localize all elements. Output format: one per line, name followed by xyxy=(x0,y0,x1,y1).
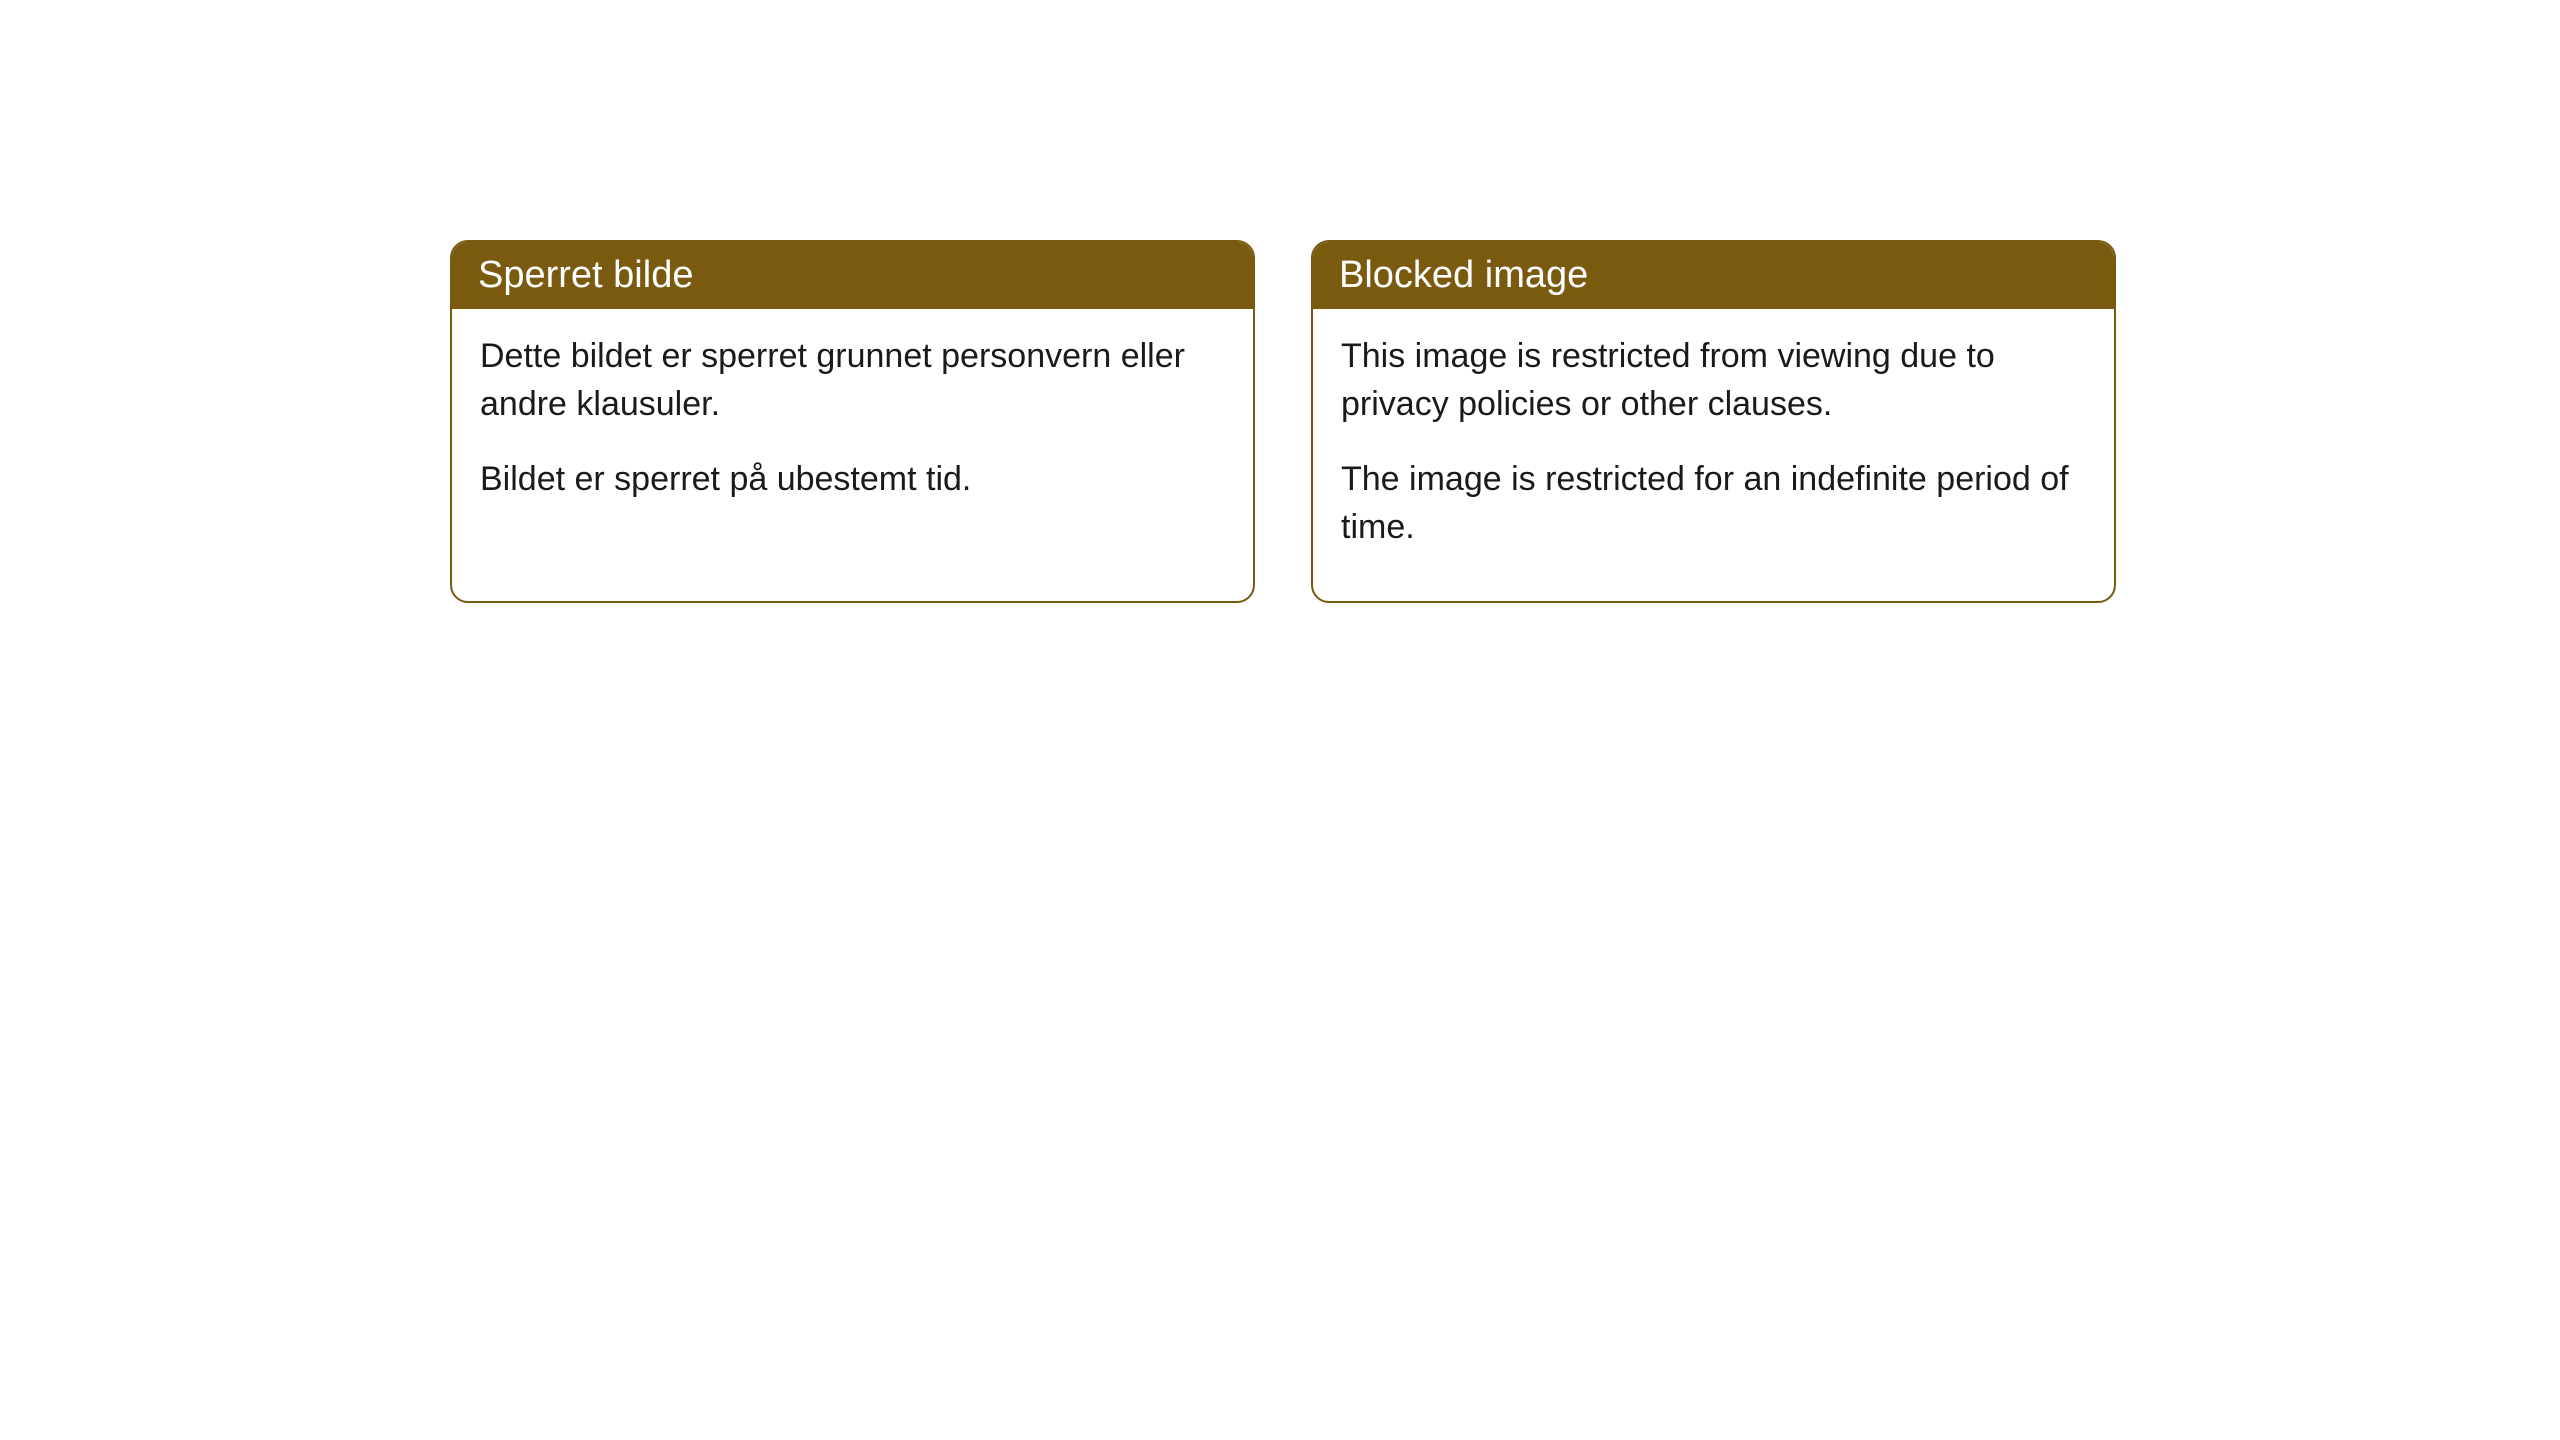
notice-body-english: This image is restricted from viewing du… xyxy=(1313,309,2114,601)
notice-header-norwegian: Sperret bilde xyxy=(452,242,1253,309)
notice-title-english: Blocked image xyxy=(1339,254,1588,296)
notice-paragraph: Bildet er sperret på ubestemt tid. xyxy=(480,456,1225,504)
notice-paragraph: The image is restricted for an indefinit… xyxy=(1341,456,2086,551)
notice-container: Sperret bilde Dette bildet er sperret gr… xyxy=(450,240,2116,603)
notice-body-norwegian: Dette bildet er sperret grunnet personve… xyxy=(452,309,1253,554)
notice-box-english: Blocked image This image is restricted f… xyxy=(1311,240,2116,603)
notice-header-english: Blocked image xyxy=(1313,242,2114,309)
notice-paragraph: This image is restricted from viewing du… xyxy=(1341,333,2086,428)
notice-box-norwegian: Sperret bilde Dette bildet er sperret gr… xyxy=(450,240,1255,603)
notice-title-norwegian: Sperret bilde xyxy=(478,254,693,296)
notice-paragraph: Dette bildet er sperret grunnet personve… xyxy=(480,333,1225,428)
